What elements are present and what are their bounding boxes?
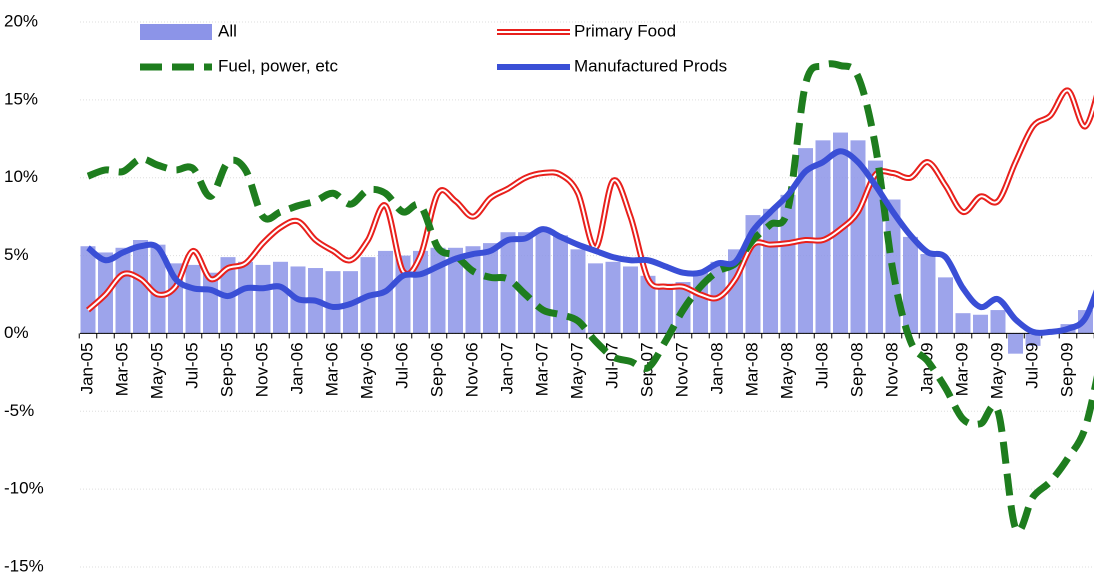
line-dashed-line: [86, 60, 1094, 535]
x-tick-label: Jan-05: [77, 342, 96, 394]
bar: [518, 232, 533, 334]
y-tick-label: -5%: [4, 401, 34, 420]
legend-label: All: [218, 21, 237, 40]
bar: [483, 243, 498, 334]
bar: [238, 261, 253, 334]
bar: [185, 264, 201, 334]
bar: [903, 236, 918, 334]
bar: [325, 271, 341, 334]
bar: [553, 235, 568, 334]
legend: All Primary Food Fuel, power, etc Manufa…: [140, 21, 727, 75]
line-line: [86, 148, 1094, 336]
x-tick-label: Jul-09: [1022, 342, 1041, 388]
x-tick-label: Jan-08: [707, 342, 726, 394]
x-tick-label: Nov-08: [882, 342, 901, 397]
y-tick-label: 10%: [4, 167, 38, 186]
bar: [430, 247, 446, 334]
bar: [133, 240, 148, 334]
x-tick-label: Jul-05: [182, 342, 201, 388]
y-tick-label: 0%: [4, 323, 29, 342]
x-tick-label: Sep-09: [1057, 342, 1076, 397]
x-tick-label: Nov-06: [462, 342, 481, 397]
bar: [990, 310, 1006, 334]
bar: [465, 246, 481, 334]
bar: [640, 275, 656, 334]
y-tick-label: 15%: [4, 89, 38, 108]
bar: [955, 313, 971, 334]
x-tick-label: Mar-07: [532, 342, 551, 396]
bar: [850, 140, 866, 334]
bar: [115, 247, 131, 334]
x-tick-label: Sep-06: [427, 342, 446, 397]
legend-swatch: [140, 24, 212, 40]
bar: [973, 314, 988, 334]
x-tick-label: Sep-05: [217, 342, 236, 397]
y-tick-label: -10%: [4, 479, 44, 498]
bar: [570, 249, 586, 334]
bar: [255, 264, 271, 334]
bar: [938, 277, 953, 334]
bar: [448, 247, 463, 334]
bar: [868, 160, 883, 334]
bar: [658, 283, 673, 334]
x-tick-label: Jul-06: [392, 342, 411, 388]
y-tick-label: 20%: [4, 11, 38, 30]
bar: [150, 244, 166, 334]
x-tick-label: Mar-09: [952, 342, 971, 396]
x-tick-label: Nov-09: [1092, 342, 1094, 397]
legend-label: Manufactured Prods: [574, 56, 727, 75]
x-tick-label: May-06: [357, 342, 376, 399]
x-tick-label: Nov-05: [252, 342, 271, 397]
x-tick-label: May-07: [567, 342, 586, 399]
bar: [605, 261, 621, 334]
bar: [920, 254, 936, 334]
bar: [780, 194, 796, 334]
bar: [588, 263, 603, 334]
x-tick-label: Mar-08: [742, 342, 761, 396]
y-tick-label: 5%: [4, 245, 29, 264]
bar: [623, 266, 638, 334]
bar: [1025, 333, 1041, 346]
x-tick-label: May-08: [777, 342, 796, 399]
x-tick-label: May-05: [147, 342, 166, 399]
legend-label: Primary Food: [574, 21, 676, 40]
bar: [500, 232, 516, 334]
bar: [833, 132, 848, 334]
legend-label: Fuel, power, etc: [218, 56, 339, 75]
x-tick-label: Mar-06: [322, 342, 341, 396]
x-tick-label: Jul-08: [812, 342, 831, 388]
x-tick-label: Nov-07: [672, 342, 691, 397]
bar: [535, 230, 551, 334]
bar: [273, 261, 288, 334]
x-tick-label: Jan-06: [287, 342, 306, 394]
bar: [80, 246, 96, 334]
x-tick-label: Jul-07: [602, 342, 621, 388]
x-tick-label: Jan-07: [497, 342, 516, 394]
x-tick-label: May-09: [987, 342, 1006, 399]
bar: [763, 208, 778, 334]
bar: [1008, 333, 1023, 354]
x-tick-label: Mar-05: [112, 342, 131, 396]
y-tick-label: -15%: [4, 556, 44, 575]
x-tick-label: Sep-08: [847, 342, 866, 397]
